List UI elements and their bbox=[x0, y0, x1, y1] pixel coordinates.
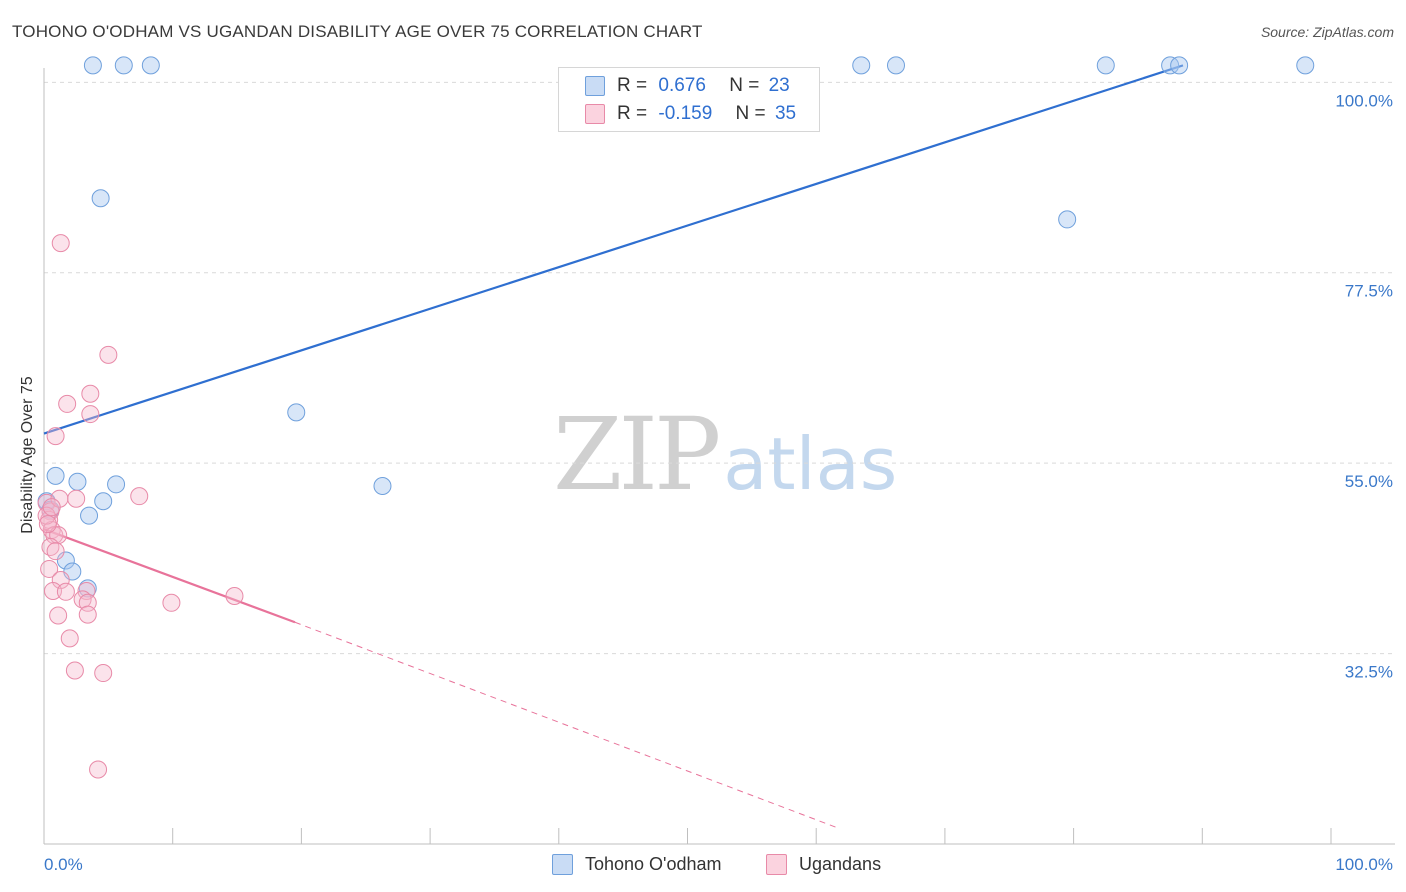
point-ugandans-33 bbox=[38, 515, 57, 534]
trendline-ugandans-extension bbox=[294, 621, 836, 828]
legend-n-label: N = bbox=[735, 103, 766, 124]
legend-swatch-pink bbox=[585, 104, 605, 124]
y-tick-label-1: 55.0% bbox=[1345, 472, 1393, 491]
y-tick-label-3: 100.0% bbox=[1335, 91, 1393, 110]
source-credit: Source: ZipAtlas.com bbox=[1260, 24, 1394, 40]
point-ugandans-10 bbox=[130, 487, 149, 506]
point-tohono-17 bbox=[107, 475, 126, 494]
point-tohono-19 bbox=[80, 506, 99, 525]
point-ugandans-17 bbox=[40, 559, 59, 578]
point-ugandans-2 bbox=[81, 384, 100, 403]
point-tohono-4 bbox=[287, 403, 306, 422]
bottom-legend-label-tohono: Tohono O'odham bbox=[585, 854, 722, 874]
x-tick-label-min: 0.0% bbox=[44, 855, 83, 874]
legend-n-value-ugandans: 35 bbox=[774, 103, 797, 124]
point-tohono-15 bbox=[46, 466, 65, 485]
y-tick-label-0: 32.5% bbox=[1345, 663, 1393, 682]
y-tick-label-2: 77.5% bbox=[1345, 282, 1393, 301]
trendline-tohono bbox=[43, 64, 1184, 435]
point-ugandans-25 bbox=[225, 587, 244, 606]
axes bbox=[43, 68, 1395, 845]
bottom-legend-swatch-pink bbox=[766, 854, 787, 875]
point-tohono-8 bbox=[1058, 210, 1077, 229]
bottom-legend-swatch-blue bbox=[552, 854, 573, 875]
point-tohono-18 bbox=[94, 492, 113, 511]
trendlines bbox=[43, 64, 1184, 828]
point-tohono-10 bbox=[1161, 56, 1180, 75]
trendline-ugandans bbox=[43, 528, 296, 624]
point-ugandans-16 bbox=[46, 542, 65, 561]
correlation-legend: R = 0.676 N = 23 R = -0.159 N = 35 bbox=[558, 67, 820, 132]
legend-swatch-blue bbox=[585, 76, 605, 96]
point-tohono-11 bbox=[1170, 56, 1189, 75]
legend-r-value-tohono: 0.676 bbox=[658, 75, 706, 96]
legend-n-label: N = bbox=[729, 75, 760, 96]
point-tohono-3 bbox=[91, 189, 110, 208]
point-ugandans-31 bbox=[89, 760, 108, 779]
point-ugandans-5 bbox=[46, 427, 65, 446]
tick-labels: 32.5% 55.0% 77.5% 100.0% 0.0% 100.0% bbox=[44, 91, 1393, 874]
point-tohono-16 bbox=[68, 472, 87, 491]
chart-title: TOHONO O'ODHAM VS UGANDAN DISABILITY AGE… bbox=[12, 22, 703, 41]
x-tick-label-max: 100.0% bbox=[1335, 855, 1393, 874]
legend-n-value-tohono: 23 bbox=[768, 75, 790, 96]
point-ugandans-0 bbox=[51, 234, 70, 253]
watermark-atlas: atlas bbox=[723, 422, 898, 506]
legend-r-label: R = bbox=[617, 103, 648, 124]
point-tohono-20 bbox=[56, 551, 75, 570]
point-ugandans-24 bbox=[162, 593, 181, 612]
point-ugandans-9 bbox=[67, 489, 86, 508]
point-ugandans-4 bbox=[81, 405, 100, 424]
point-ugandans-13 bbox=[45, 526, 64, 545]
point-ugandans-30 bbox=[94, 664, 113, 683]
point-ugandans-1 bbox=[99, 345, 118, 364]
point-ugandans-26 bbox=[49, 606, 68, 625]
point-ugandans-20 bbox=[56, 582, 75, 601]
point-ugandans-28 bbox=[60, 629, 79, 648]
point-tohono-0 bbox=[83, 56, 102, 75]
point-ugandans-29 bbox=[65, 661, 84, 680]
point-tohono-6 bbox=[852, 56, 871, 75]
point-tohono-7 bbox=[886, 56, 905, 75]
legend-r-label: R = bbox=[617, 75, 648, 96]
watermark-zip: ZIP bbox=[553, 396, 721, 513]
point-tohono-5 bbox=[373, 477, 392, 496]
y-axis-label: Disability Age Over 75 bbox=[19, 376, 36, 534]
point-tohono-2 bbox=[141, 56, 160, 75]
point-tohono-12 bbox=[1296, 56, 1315, 75]
zipatlas-watermark: ZIPatlas bbox=[553, 405, 897, 514]
point-ugandans-3 bbox=[58, 394, 77, 413]
data-points bbox=[37, 56, 1315, 779]
point-ugandans-34 bbox=[42, 498, 61, 517]
legend-r-value-ugandans: -0.159 bbox=[658, 103, 713, 124]
point-tohono-9 bbox=[1096, 56, 1115, 75]
point-ugandans-19 bbox=[44, 581, 63, 600]
bottom-legend-label-ugandans: Ugandans bbox=[799, 854, 882, 874]
point-tohono-1 bbox=[114, 56, 133, 75]
point-ugandans-27 bbox=[78, 605, 97, 624]
